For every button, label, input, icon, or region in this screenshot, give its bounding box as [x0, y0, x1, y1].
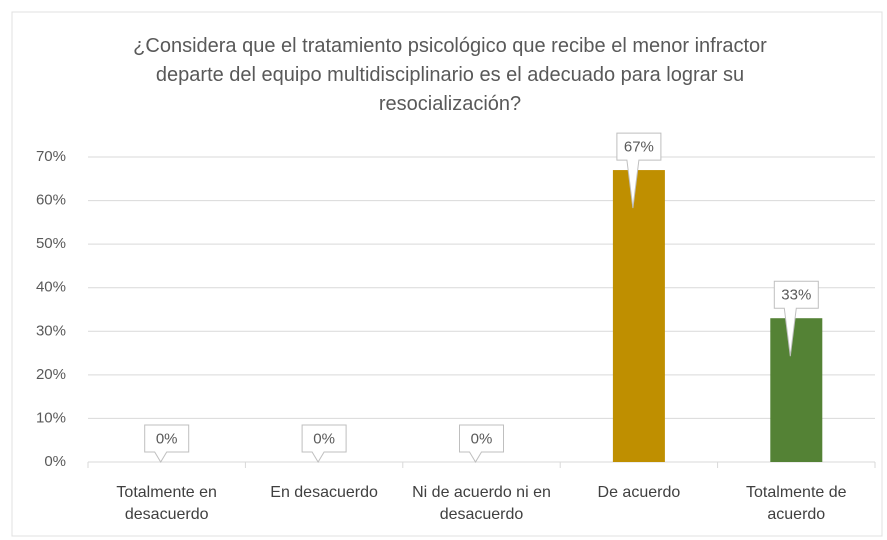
data-label-callout [616, 132, 662, 209]
chart-title: ¿Considera que el tratamiento psicológic… [133, 35, 767, 115]
bar [770, 318, 823, 462]
data-label-callout [301, 424, 347, 463]
data-label: 0% [471, 430, 493, 447]
data-label: 67% [624, 139, 654, 156]
y-tick-label: 70% [36, 148, 66, 165]
data-label: 0% [313, 430, 335, 447]
data-label-callout [773, 280, 819, 357]
y-tick-label: 10% [36, 409, 66, 426]
y-tick-label: 30% [36, 322, 66, 339]
chart-frame [11, 11, 883, 537]
y-tick-label: 40% [36, 279, 66, 296]
y-tick-label: 0% [44, 453, 66, 470]
y-tick-label: 50% [36, 235, 66, 252]
data-label-callout [144, 424, 190, 463]
x-tick-label: Totalmente de acuerdo [746, 484, 847, 523]
data-label: 33% [781, 287, 811, 304]
x-tick-label: Totalmente en desacuerdo [116, 484, 217, 523]
x-tick-label: De acuerdo [597, 484, 681, 501]
data-label: 0% [156, 430, 178, 447]
y-tick-label: 20% [36, 366, 66, 383]
x-tick-label: Ni de acuerdo ni en desacuerdo [412, 484, 551, 523]
x-tick-label: En desacuerdo [270, 484, 378, 501]
data-label-callout [459, 424, 504, 463]
y-tick-label: 60% [36, 192, 66, 209]
bar [612, 170, 665, 463]
